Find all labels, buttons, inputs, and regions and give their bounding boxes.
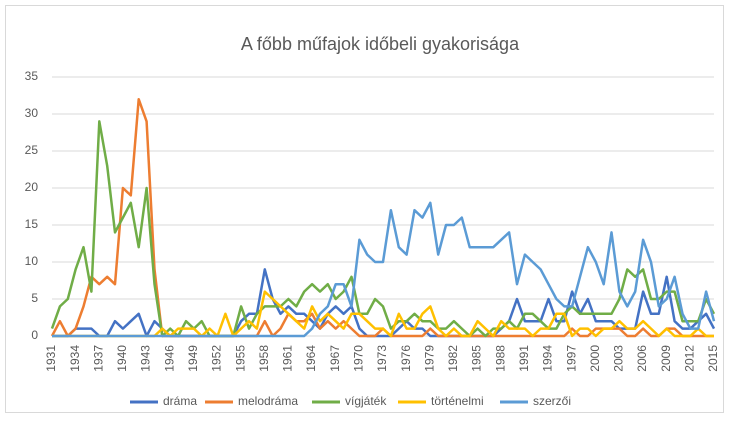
x-tick-label: 1994 (541, 345, 555, 372)
x-tick-label: 1937 (91, 345, 105, 372)
x-tick-label: 1982 (446, 345, 460, 372)
y-tick-label: 0 (31, 328, 38, 342)
x-tick-label: 1970 (352, 345, 366, 372)
y-tick-label: 25 (25, 143, 39, 157)
x-tick-label: 1967 (328, 345, 342, 372)
x-tick-label: 1940 (115, 345, 129, 372)
x-tick-label: 1943 (139, 345, 153, 372)
x-tick-label: 1997 (564, 345, 578, 372)
x-tick-label: 1991 (517, 345, 531, 372)
x-tick-label: 2000 (588, 345, 602, 372)
legend-label: szerzői (533, 394, 571, 408)
legend-label: történelmi (431, 394, 484, 408)
x-tick-label: 1934 (68, 345, 82, 372)
x-tick-label: 1979 (422, 345, 436, 372)
legend-label: vígjáték (345, 394, 387, 408)
x-tick-label: 2009 (659, 345, 673, 372)
y-tick-label: 10 (25, 254, 39, 268)
x-tick-label: 1946 (162, 345, 176, 372)
y-tick-label: 20 (25, 180, 39, 194)
chart-frame (5, 5, 724, 413)
x-tick-label: 2015 (706, 345, 720, 372)
legend-label: dráma (163, 394, 197, 408)
x-tick-label: 1952 (210, 345, 224, 372)
x-tick-label: 2003 (612, 345, 626, 372)
legend-label: melodráma (238, 394, 298, 408)
x-tick-label: 1961 (281, 345, 295, 372)
y-tick-label: 30 (25, 106, 39, 120)
x-tick-label: 2012 (683, 345, 697, 372)
x-tick-label: 2006 (635, 345, 649, 372)
x-tick-label: 1958 (257, 345, 271, 372)
y-tick-label: 35 (25, 69, 39, 83)
x-tick-label: 1973 (375, 345, 389, 372)
x-tick-label: 1955 (233, 345, 247, 372)
x-tick-label: 1949 (186, 345, 200, 372)
x-tick-label: 1931 (44, 345, 58, 372)
x-tick-label: 1964 (304, 345, 318, 372)
y-tick-label: 15 (25, 217, 39, 231)
series-line (52, 201, 716, 338)
x-tick-label: 1985 (470, 345, 484, 372)
x-tick-label: 1976 (399, 345, 413, 372)
y-tick-label: 5 (31, 291, 38, 305)
series-line (52, 290, 714, 338)
x-tick-label: 1988 (493, 345, 507, 372)
chart-title: A főbb műfajok időbeli gyakorisága (241, 34, 520, 54)
